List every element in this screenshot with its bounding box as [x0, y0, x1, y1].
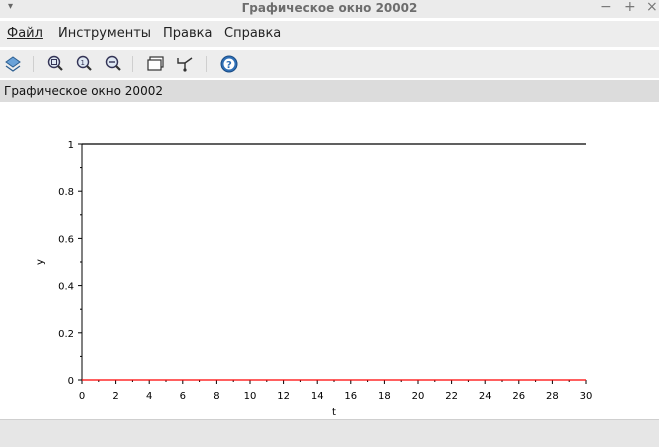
svg-text:1: 1 — [81, 59, 85, 67]
zoom-in-icon[interactable]: 1 — [74, 54, 94, 74]
menu-edit[interactable]: Правка — [163, 26, 213, 41]
minimize-button[interactable]: − — [600, 0, 612, 15]
title-bar: ▾ Графическое окно 20002 − + × — [0, 0, 659, 18]
x-tick-label: 6 — [180, 391, 186, 402]
window-title: Графическое окно 20002 — [241, 1, 418, 15]
toolbar: 1 ? — [0, 50, 659, 78]
x-tick-label: 4 — [146, 391, 152, 402]
rotate-icon[interactable] — [3, 54, 23, 74]
menu-file[interactable]: Файл — [7, 26, 43, 41]
x-tick-label: 20 — [412, 391, 425, 402]
axes: 0 2 4 6 8 10 12 14 16 18 20 22 24 26 28 3000.20.40.60.8… — [35, 140, 593, 418]
datatip-icon[interactable] — [175, 54, 195, 74]
x-tick-label: 22 — [445, 391, 458, 402]
zoom-out-icon[interactable] — [103, 54, 123, 74]
window-icon[interactable] — [146, 54, 166, 74]
y-tick-label: 0.8 — [58, 187, 74, 198]
x-tick-label: 30 — [580, 391, 593, 402]
status-bar — [0, 419, 659, 447]
x-axis-label: t — [332, 407, 336, 416]
y-tick-label: 0.2 — [58, 329, 74, 340]
x-tick-label: 12 — [277, 391, 290, 402]
menu-tools[interactable]: Инструменты — [58, 26, 152, 41]
y-tick-label: 0 — [68, 376, 74, 387]
close-button[interactable]: × — [646, 0, 658, 15]
x-tick-label: 2 — [112, 391, 118, 402]
x-tick-label: 0 — [79, 391, 85, 402]
help-icon[interactable]: ? — [219, 54, 239, 74]
window-menu-icon[interactable]: ▾ — [8, 1, 14, 12]
menu-bar: Файл Инструменты Правка Справка — [0, 21, 659, 47]
y-axis-label: y — [35, 259, 46, 265]
y-tick-label: 1 — [68, 140, 74, 151]
y-tick-label: 0.6 — [58, 234, 74, 245]
x-tick-label: 16 — [344, 391, 357, 402]
svg-text:?: ? — [226, 60, 232, 71]
maximize-button[interactable]: + — [624, 0, 636, 15]
plot-svg: 0 2 4 6 8 10 12 14 16 18 20 22 24 26 28 3000.20.40.60.8… — [35, 140, 593, 418]
y-tick-label: 0.4 — [58, 282, 74, 293]
figure-label: Графическое окно 20002 — [4, 84, 163, 98]
x-tick-label: 24 — [479, 391, 492, 402]
x-tick-label: 26 — [512, 391, 525, 402]
x-tick-label: 8 — [213, 391, 219, 402]
zoom-area-icon[interactable] — [45, 54, 65, 74]
plot-canvas[interactable]: 0 2 4 6 8 10 12 14 16 18 20 22 24 26 28 30 0 0.2 0.4 0.6 0.8… — [0, 102, 659, 418]
x-tick-label: 28 — [546, 391, 559, 402]
figure-info-bar: Графическое окно 20002 — [0, 80, 659, 102]
x-tick-label: 10 — [244, 391, 257, 402]
menu-help[interactable]: Справка — [224, 26, 282, 41]
x-tick-label: 14 — [311, 391, 324, 402]
x-tick-label: 18 — [378, 391, 391, 402]
